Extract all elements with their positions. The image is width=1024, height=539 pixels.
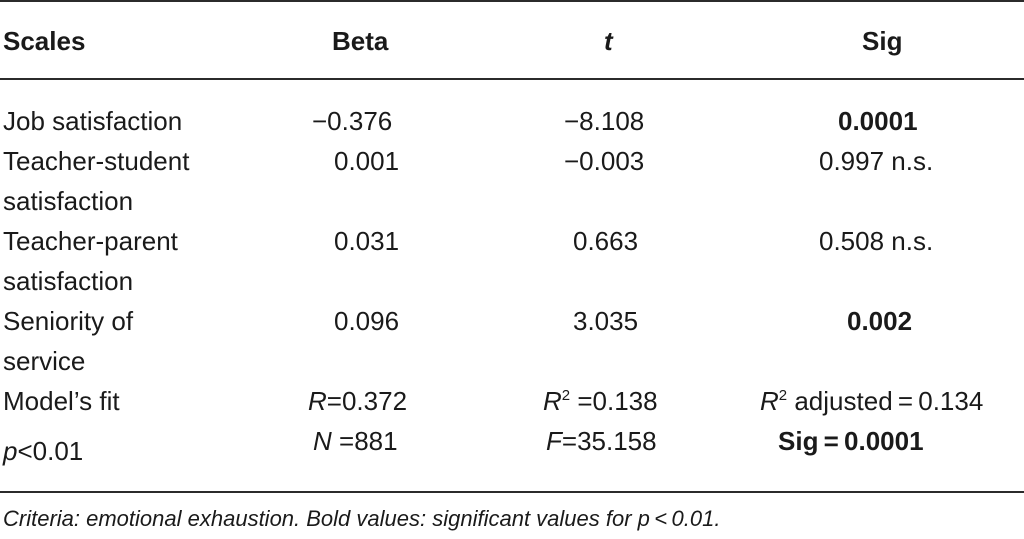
r2-superscript: 2 [561,387,571,404]
cell-t: 0.663 [573,226,639,256]
cell-t: −8.108 [564,106,645,136]
table-bottom-rule [0,491,1024,493]
row-label-continued: satisfaction [3,266,134,296]
cell-n: N =881 [313,421,398,461]
cell-beta: 0.031 [334,226,400,256]
r2adj-value: adjusted = 0.134 [787,386,984,416]
n-value: =881 [331,426,398,456]
cell-sig: 0.997 n.s. [819,146,934,176]
r-symbol: R [308,386,327,416]
cell-sig: 0.0001 [838,106,918,136]
r2adj-symbol: R [760,386,779,416]
row-label: Job satisfaction [3,106,183,136]
row-label-model-fit: Model’s fit [3,386,120,416]
n-symbol: N [313,426,332,456]
cell-r-squared: R2 =0.138 [543,381,658,421]
row-label-p: p<0.01 [3,431,83,471]
cell-sig: 0.002 [847,306,913,336]
header-sig: Sig [862,26,903,56]
cell-beta: 0.096 [334,306,400,336]
row-label-continued: satisfaction [3,186,134,216]
table-top-rule [0,0,1024,2]
r2-value: =0.138 [570,386,658,416]
f-symbol: F [546,426,562,456]
header-beta: Beta [332,26,389,56]
row-label: Teacher-student [3,146,190,176]
cell-sig: 0.508 n.s. [819,226,934,256]
cell-t: −0.003 [564,146,645,176]
header-t: t [604,26,613,56]
cell-model-sig: Sig = 0.0001 [778,426,924,456]
p-symbol: p [3,436,18,466]
cell-r-squared-adjusted: R2 adjusted = 0.134 [760,381,983,421]
p-value: <0.01 [17,436,84,466]
row-label: Teacher-parent [3,226,178,256]
table-footnote: Criteria: emotional exhaustion. Bold val… [3,506,721,531]
r2adj-superscript: 2 [778,387,788,404]
table-header-rule [0,78,1024,80]
row-label-continued: service [3,346,86,376]
r-value: =0.372 [326,386,408,416]
r2-symbol: R [543,386,562,416]
cell-beta: 0.001 [334,146,400,176]
f-value: =35.158 [561,426,657,456]
cell-r: R=0.372 [308,381,407,421]
row-label: Seniority of [3,306,134,336]
header-scales: Scales [3,26,86,56]
cell-t: 3.035 [573,306,639,336]
cell-f: F=35.158 [546,421,657,461]
cell-beta: −0.376 [312,106,393,136]
